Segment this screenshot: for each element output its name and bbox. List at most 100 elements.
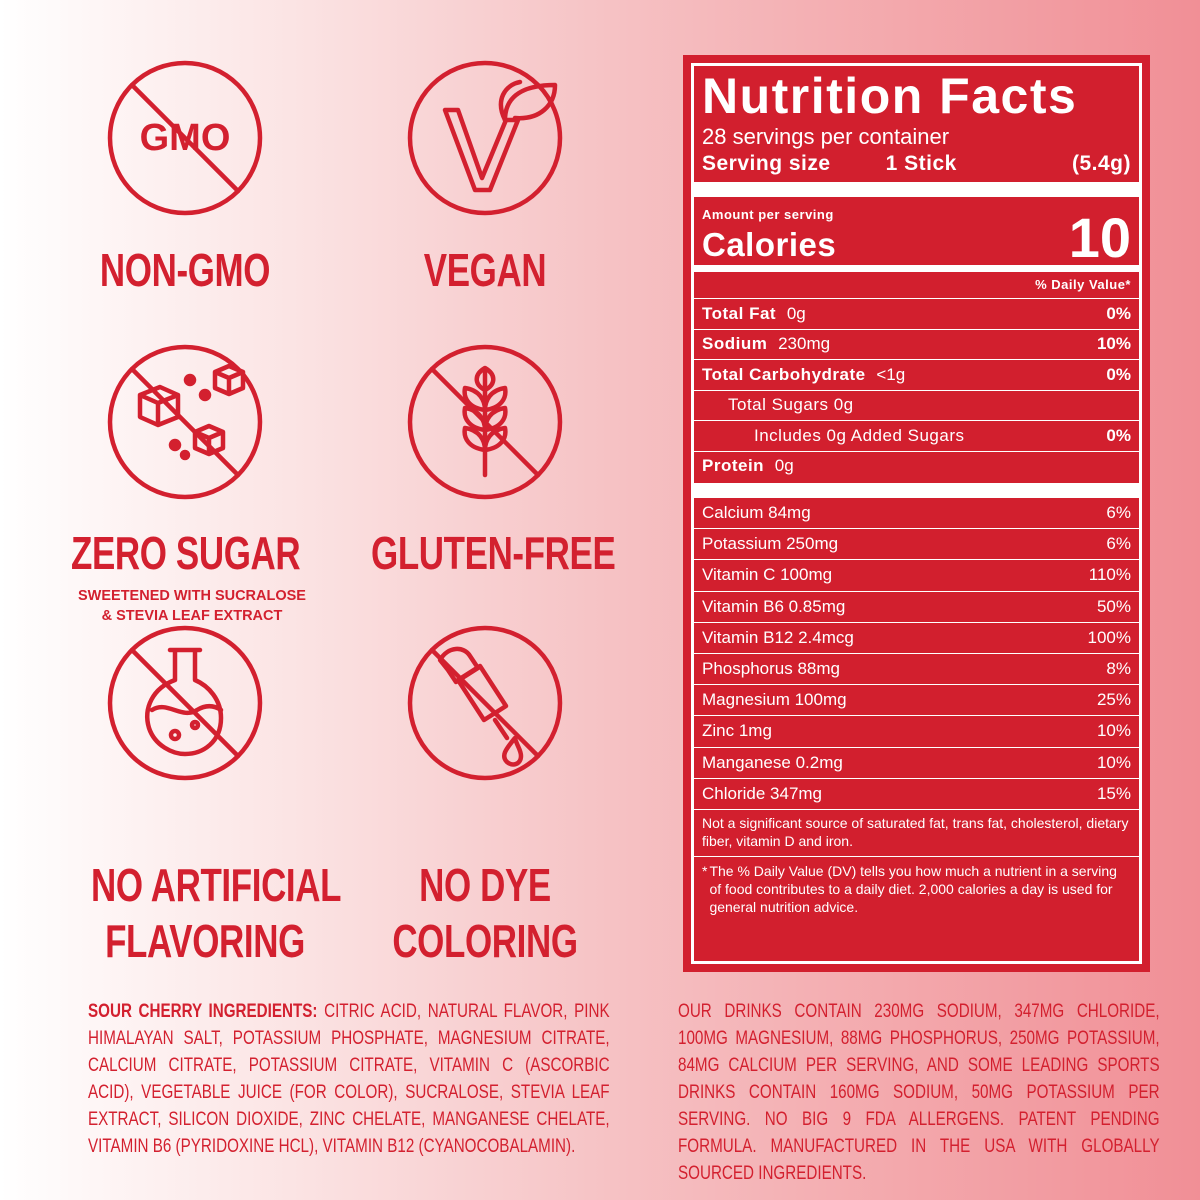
micronutrient-dv: 50% xyxy=(1096,596,1131,616)
micronutrient-row: Phosphorus 88mg 8% xyxy=(702,654,1131,684)
micronutrient-dv: 25% xyxy=(1096,690,1131,710)
claims: OUR DRINKS CONTAIN 230MG SODIUM, 347MG C… xyxy=(678,998,1160,1187)
nutrient-dv: 0% xyxy=(1106,364,1131,384)
micronutrient-dv: 15% xyxy=(1096,783,1131,803)
icon-no-dye xyxy=(407,625,563,781)
micronutrient-dv: 10% xyxy=(1096,721,1131,741)
nutrient: Sodium 230mg xyxy=(702,334,830,354)
icons: GMO xyxy=(107,60,563,781)
nutrient-dv: 0% xyxy=(1106,425,1131,445)
nutrient-row: Total Carbohydrate <1g 0% xyxy=(702,360,1131,390)
micronutrient-row: Potassium 250mg 6% xyxy=(702,529,1131,559)
micronutrient-row: Chloride 347mg 15% xyxy=(702,779,1131,809)
badge-label: NO ARTIFICIAL FLAVORING xyxy=(91,859,342,967)
micronutrient-name: Manganese 0.2mg xyxy=(702,752,843,772)
micronutrient-name: Vitamin B6 0.85mg xyxy=(702,596,846,616)
nutrient-name: Sodium xyxy=(702,334,768,354)
nutrient: Includes 0g Added Sugars xyxy=(702,426,964,446)
badge-note: SWEETENED WITH SUCRALOSE & STEVIA LEAF EX… xyxy=(78,588,306,624)
calories-row: Calories 10 xyxy=(702,206,1131,269)
amount-per-serving: Amount per serving xyxy=(702,207,834,222)
nutrient-amount: 0g xyxy=(786,303,806,323)
divider xyxy=(694,746,1139,748)
nutrient: Total Sugars 0g xyxy=(702,395,854,415)
serving-size: 1 Stick xyxy=(885,152,957,175)
nutrient-row: Sodium 230mg 10% xyxy=(702,330,1131,360)
micronutrient-dv: 6% xyxy=(1106,534,1131,554)
divider xyxy=(694,420,1139,421)
micronutrient-dv: 8% xyxy=(1106,659,1131,679)
divider xyxy=(694,684,1139,686)
micronutrient-name: Vitamin B12 2.4mcg xyxy=(702,627,854,647)
serving-size-label: Serving size xyxy=(702,152,831,175)
divider xyxy=(694,359,1139,360)
micronutrient-row: Vitamin B12 2.4mcg 100% xyxy=(702,623,1131,653)
divider xyxy=(694,808,1139,810)
divider xyxy=(694,621,1139,623)
nutrition-inner: Nutrition Facts 28 servings per containe… xyxy=(691,63,1142,964)
micronutrient-name: Magnesium 100mg xyxy=(702,690,847,710)
icon-gluten-free xyxy=(407,344,563,500)
micronutrient-name: Phosphorus 88mg xyxy=(702,659,840,679)
nutrient-name: Total Sugars 0g xyxy=(728,395,854,415)
micronutrient-row: Calcium 84mg 6% xyxy=(702,498,1131,528)
badge-label: ZERO SUGAR xyxy=(71,527,301,579)
nutrition-title: Nutrition Facts xyxy=(702,68,1078,124)
servings: 28 servings per container xyxy=(702,124,950,149)
footnote: Not a significant source of saturated fa… xyxy=(702,814,1129,849)
divider xyxy=(694,855,1139,857)
icon-text: GMO xyxy=(140,117,231,159)
calories-label: Calories xyxy=(702,226,837,263)
icon-no-artificial xyxy=(107,625,263,781)
dv-note: The % Daily Value (DV) tells you how muc… xyxy=(709,862,1117,915)
nutrient-name: Includes 0g Added Sugars xyxy=(754,425,965,445)
nutrient: Protein 0g xyxy=(702,456,794,476)
dv-header: % Daily Value* xyxy=(1035,277,1131,292)
nutrient-rows: Total Fat 0g 0% Sodium 230mg 10% Total Carbo… xyxy=(694,298,1139,482)
divider xyxy=(694,559,1139,561)
micronutrient-row: Zinc 1mg 10% xyxy=(702,716,1131,746)
divider xyxy=(694,528,1139,530)
icon-zero-sugar xyxy=(107,344,263,500)
icon-vegan xyxy=(407,60,563,216)
claims-text: OUR DRINKS CONTAIN 230MG SODIUM, 347MG C… xyxy=(678,1001,1160,1184)
nutrient-name: Total Fat xyxy=(702,303,777,323)
nutrient-amount: 230mg xyxy=(778,334,831,354)
micronutrient-dv: 110% xyxy=(1088,565,1131,585)
ingredients-text: CITRIC ACID, NATURAL FLAVOR, PINK HIMALA… xyxy=(88,1001,610,1157)
thick-bar xyxy=(694,182,1139,197)
nutrient-amount: <1g xyxy=(876,364,906,384)
dv-note-mark: * xyxy=(702,862,708,879)
micronutrient-name: Zinc 1mg xyxy=(702,721,772,741)
nutrient-row: Total Fat 0g 0% xyxy=(702,299,1131,329)
micronutrient-dv: 100% xyxy=(1087,627,1131,647)
micronutrient-name: Calcium 84mg xyxy=(702,503,811,523)
nutrient-dv: 0% xyxy=(1106,303,1131,323)
serving-size-row: Serving size 1 Stick (5.4g) xyxy=(702,150,1131,178)
divider xyxy=(694,590,1139,592)
micronutrient-row: Magnesium 100mg 25% xyxy=(702,685,1131,715)
nutrient-name: Total Carbohydrate xyxy=(702,364,866,384)
nutrient-dv: 10% xyxy=(1096,334,1131,354)
divider xyxy=(694,328,1139,330)
badge-label: VEGAN xyxy=(423,244,547,296)
divider xyxy=(694,777,1139,779)
serving-weight: (5.4g) xyxy=(1071,152,1131,175)
nutrient-amount: 0g xyxy=(774,456,794,476)
badge-label: NO DYE COLORING xyxy=(392,859,578,967)
micronutrient-name: Potassium 250mg xyxy=(702,534,839,554)
nutrient: Total Carbohydrate <1g xyxy=(702,365,905,385)
ingredients-label: SOUR CHERRY INGREDIENTS: xyxy=(88,1001,318,1022)
thick-bar xyxy=(694,483,1139,498)
nutrient-name: Protein xyxy=(702,456,765,476)
nutrient-row: Total Sugars 0g xyxy=(702,391,1131,421)
micronutrient-row: Vitamin C 100mg 110% xyxy=(702,560,1131,590)
badge-label: GLUTEN-FREE xyxy=(371,527,616,579)
ingredients: SOUR CHERRY INGREDIENTS: CITRIC ACID, NA… xyxy=(88,998,610,1160)
divider xyxy=(694,298,1139,299)
calories: 10 xyxy=(1068,205,1131,269)
nutrient-row: Protein 0g xyxy=(702,452,1131,482)
dv-note-block: * The % Daily Value (DV) tells you how m… xyxy=(702,857,1131,916)
nutrient: Total Fat 0g xyxy=(702,304,806,324)
